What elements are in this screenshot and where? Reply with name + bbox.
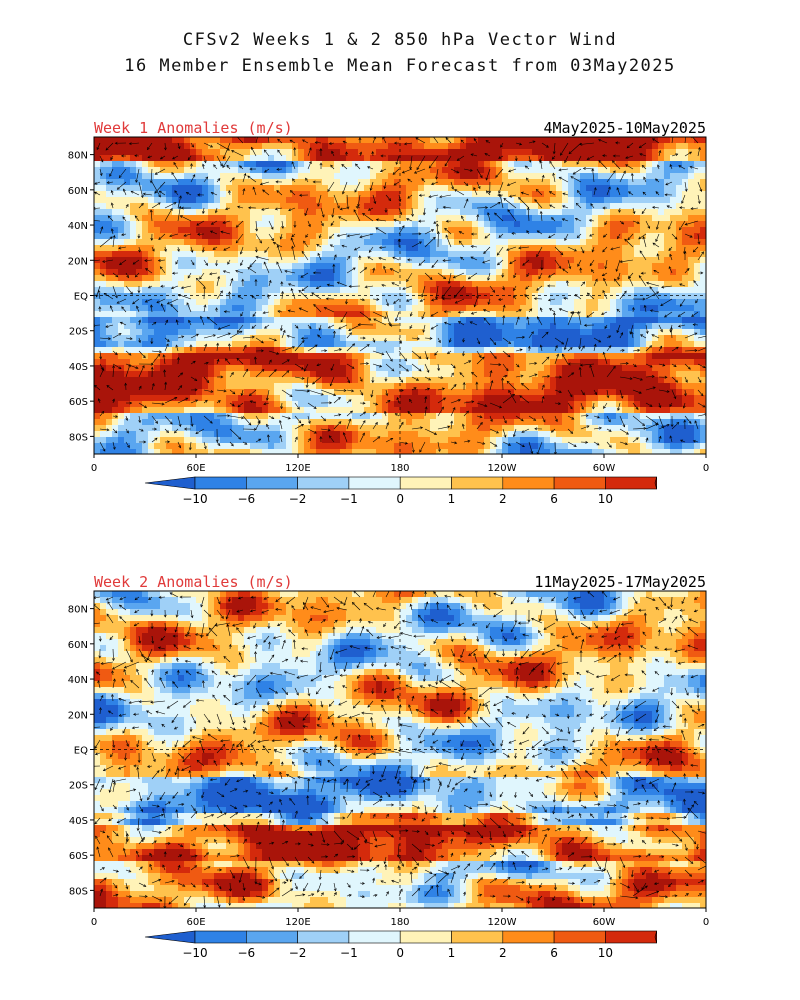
colorbar-swatch xyxy=(297,476,350,490)
lat-tick-label: 40N xyxy=(68,675,88,686)
colorbar-label: −1 xyxy=(340,492,358,506)
week1-wind-vectors xyxy=(94,137,706,454)
colorbar-label: 1 xyxy=(448,492,456,506)
week1-colorbar: −10 −6 −2 −1 0 1 2 6 10 xyxy=(144,476,658,506)
colorbar-swatch xyxy=(553,930,606,944)
colorbar-swatch xyxy=(605,930,658,944)
colorbar-label: −2 xyxy=(289,946,307,960)
colorbar-swatch xyxy=(348,476,401,490)
lon-tick-label: 120E xyxy=(285,463,310,474)
panel-week2: Week 2 Anomalies (m/s) 11May2025-17May20… xyxy=(68,573,709,928)
lon-tick-label: 0 xyxy=(703,917,709,928)
lat-tick-label: 40N xyxy=(68,221,88,232)
lon-tick-label: 60W xyxy=(593,917,616,928)
lat-tick-label: EQ xyxy=(74,746,88,757)
colorbar-swatch xyxy=(246,476,298,490)
colorbar-label: 10 xyxy=(598,946,613,960)
week2-anomaly-field xyxy=(94,591,706,908)
lon-tick-label: 180 xyxy=(390,917,409,928)
lon-tick-label: 180 xyxy=(390,463,409,474)
colorbar-swatch xyxy=(194,930,247,944)
week2-wind-vectors xyxy=(94,591,706,908)
colorbar-swatch xyxy=(451,476,504,490)
lon-tick-label: 120E xyxy=(285,917,310,928)
lon-tick-label: 60E xyxy=(186,463,205,474)
colorbar-arrow-left xyxy=(144,930,196,944)
lat-tick-label: 80N xyxy=(68,605,88,616)
colorbar-label: −2 xyxy=(289,492,307,506)
lat-tick-label: 60N xyxy=(68,186,88,197)
lat-tick-label: 60S xyxy=(69,851,88,862)
week1-anomaly-field xyxy=(94,137,706,454)
colorbar-label: 10 xyxy=(598,492,613,506)
colorbar-label: −6 xyxy=(237,492,255,506)
week1-gridlines xyxy=(94,137,706,454)
colorbar-swatch xyxy=(246,930,298,944)
colorbar-swatch xyxy=(399,476,452,490)
lat-tick-label: 60N xyxy=(68,640,88,651)
lon-tick-label: 60W xyxy=(593,463,616,474)
colorbar-label: 1 xyxy=(448,946,456,960)
lat-tick-label: 40S xyxy=(69,816,88,827)
chart-title-line1: CFSv2 Weeks 1 & 2 850 hPa Vector Wind xyxy=(182,30,618,50)
colorbar-label: 0 xyxy=(396,492,404,506)
colorbar-swatch xyxy=(502,476,555,490)
colorbar-swatch xyxy=(194,476,247,490)
lat-tick-label: EQ xyxy=(74,292,88,303)
week2-colorbar: −10 −6 −2 −1 0 1 2 6 10 xyxy=(144,930,658,960)
colorbar-label: −10 xyxy=(182,946,207,960)
colorbar-label: −1 xyxy=(340,946,358,960)
colorbar-arrow-left xyxy=(144,476,196,490)
week2-gridlines xyxy=(94,591,706,908)
colorbar-arrow-right xyxy=(654,476,657,490)
lat-tick-label: 80N xyxy=(68,151,88,162)
panel-week1: Week 1 Anomalies (m/s) 4May2025-10May202… xyxy=(68,119,709,474)
chart-title-line2: 16 Member Ensemble Mean Forecast from 03… xyxy=(124,56,676,76)
colorbar-swatch xyxy=(502,930,555,944)
colorbar-label: 2 xyxy=(499,492,507,506)
week1-axis-ticks: 80N 60N 40N 20N EQ 20S 40S 60S 80S 0 60E 120E 180 120… xyxy=(68,151,709,474)
panel-week2-dates: 11May2025-17May2025 xyxy=(534,573,706,591)
colorbar-label: 6 xyxy=(550,492,558,506)
lat-tick-label: 80S xyxy=(69,432,88,443)
lat-tick-label: 40S xyxy=(69,362,88,373)
lon-tick-label: 120W xyxy=(488,917,517,928)
panel-week1-dates: 4May2025-10May2025 xyxy=(543,119,706,137)
colorbar-label: 0 xyxy=(396,946,404,960)
panel-week2-label: Week 2 Anomalies (m/s) xyxy=(94,573,293,591)
lon-tick-label: 60E xyxy=(186,917,205,928)
lon-tick-label: 0 xyxy=(703,463,709,474)
colorbar-label: 2 xyxy=(499,946,507,960)
colorbar-swatch xyxy=(605,476,658,490)
lat-tick-label: 20N xyxy=(68,710,88,721)
colorbar-label: 6 xyxy=(550,946,558,960)
lat-tick-label: 60S xyxy=(69,397,88,408)
lat-tick-label: 80S xyxy=(69,886,88,897)
colorbar-label: −10 xyxy=(182,492,207,506)
lat-tick-label: 20S xyxy=(69,327,88,338)
colorbar-label: −6 xyxy=(237,946,255,960)
lon-tick-label: 120W xyxy=(488,463,517,474)
lat-tick-label: 20N xyxy=(68,256,88,267)
colorbar-arrow-right xyxy=(654,930,657,944)
colorbar-swatch xyxy=(399,930,452,944)
colorbar-swatch xyxy=(451,930,504,944)
week2-axis-ticks: 80N 60N 40N 20N EQ 20S 40S 60S 80S 0 60E 120E 180 120… xyxy=(68,605,709,928)
lat-tick-label: 20S xyxy=(69,781,88,792)
lon-tick-label: 0 xyxy=(91,463,97,474)
lon-tick-label: 0 xyxy=(91,917,97,928)
colorbar-swatch xyxy=(553,476,606,490)
colorbar-swatch xyxy=(348,930,401,944)
colorbar-swatch xyxy=(297,930,350,944)
panel-week1-label: Week 1 Anomalies (m/s) xyxy=(94,119,293,137)
